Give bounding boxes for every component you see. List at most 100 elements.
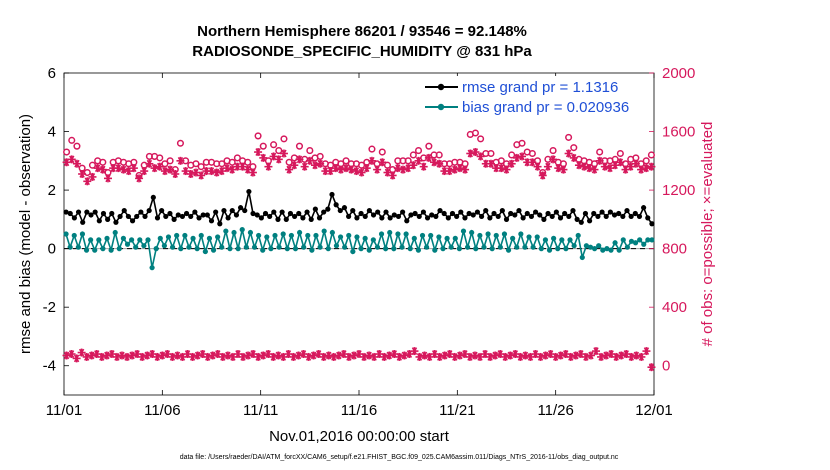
obs-evaluated-marker — [580, 162, 589, 171]
obs-evaluated-marker — [507, 159, 516, 168]
obs-evaluated-marker — [419, 162, 428, 171]
bias-point — [510, 235, 516, 241]
obs-possible-marker — [487, 149, 495, 158]
obs-evaluated-marker — [388, 171, 397, 180]
bias-point — [403, 231, 409, 237]
rmse-point — [125, 213, 132, 220]
obs-low-marker — [82, 352, 91, 361]
bias-point — [641, 241, 647, 247]
obs-low-marker — [158, 351, 167, 360]
obs-low-marker — [259, 351, 268, 360]
obs-evaluated-marker — [233, 162, 242, 171]
bias-point — [415, 247, 422, 253]
obs-evaluated-marker — [279, 149, 288, 158]
rmse-point — [75, 209, 82, 215]
rmse-point — [649, 221, 655, 227]
bias-point — [501, 231, 508, 237]
obs-evaluated-marker — [311, 161, 320, 170]
rmse-point — [350, 207, 356, 214]
obs-low-marker — [551, 352, 560, 361]
rmse-point — [483, 207, 489, 214]
bias-point — [215, 234, 221, 240]
rmse-point — [412, 210, 418, 217]
rmse-point — [250, 210, 256, 217]
rmse-point — [528, 213, 535, 220]
obs-possible-marker — [306, 147, 314, 155]
bias-point — [395, 231, 401, 237]
bias-point — [628, 238, 635, 244]
obs-possible-marker — [259, 142, 267, 150]
obs-possible-marker — [647, 151, 655, 159]
rmse-point — [258, 215, 264, 221]
obs-possible-marker — [275, 147, 283, 155]
obs-evaluated-marker — [373, 165, 382, 174]
y-left-tick-label: -2 — [43, 299, 56, 316]
bias-point — [251, 244, 258, 250]
bias-point — [579, 254, 585, 261]
rmse-point — [208, 218, 215, 224]
obs-evaluated-marker — [424, 153, 433, 162]
obs-low-marker — [541, 351, 550, 360]
obs-possible-marker — [156, 154, 164, 162]
obs-evaluated-marker — [564, 149, 573, 158]
rmse-point — [362, 213, 368, 220]
obs-evaluated-marker — [254, 148, 263, 157]
rmse-point — [188, 213, 194, 220]
obs-low-marker — [349, 351, 358, 360]
obs-low-marker — [420, 351, 429, 360]
rmse-point — [516, 207, 522, 214]
bias-point — [309, 247, 315, 253]
obs-low-marker — [309, 351, 318, 360]
bias-point — [141, 243, 147, 249]
obs-possible-marker — [218, 160, 226, 168]
obs-evaluated-marker — [631, 159, 640, 168]
obs-evaluated-marker — [300, 162, 309, 171]
bias-point — [493, 232, 499, 239]
obs-low-marker — [602, 351, 611, 360]
obs-possible-marker — [435, 151, 443, 159]
bias-point — [587, 244, 594, 250]
rmse-point — [383, 209, 389, 215]
obs-evaluated-marker — [357, 168, 366, 177]
obs-evaluated-marker — [160, 167, 169, 176]
obs-possible-marker — [368, 145, 376, 153]
rmse-point — [117, 213, 123, 220]
obs-low-marker — [612, 352, 621, 361]
obs-low-marker — [62, 351, 71, 360]
rmse-point — [267, 213, 273, 220]
bias-point — [362, 235, 368, 241]
bias-point — [165, 234, 172, 240]
obs-evaluated-marker — [171, 169, 180, 178]
rmse-point — [213, 209, 219, 215]
bias-point — [313, 232, 319, 239]
rmse-point — [545, 210, 551, 217]
obs-evaluated-marker — [450, 165, 459, 174]
obs-low-marker — [566, 352, 575, 361]
x-axis-label: Nov.01,2016 00:00:00 start — [269, 428, 450, 445]
bias-point — [538, 246, 544, 252]
bias-point — [88, 237, 94, 243]
obs-low-marker — [435, 352, 444, 361]
obs-evaluated-marker — [430, 158, 439, 167]
rmse-point — [192, 209, 198, 215]
legend-bias-label: bias grand pr = 0.020936 — [462, 99, 629, 116]
rmse-point — [454, 213, 460, 220]
obs-possible-marker — [228, 158, 236, 166]
obs-low-marker — [360, 352, 369, 361]
obs-low-marker — [117, 351, 126, 360]
obs-low-marker — [385, 351, 394, 360]
rmse-point — [96, 218, 102, 224]
obs-evaluated-marker — [455, 164, 464, 173]
bias-point — [186, 244, 192, 250]
obs-low-marker — [506, 351, 515, 360]
bias-point — [391, 246, 397, 252]
obs-possible-marker — [570, 144, 578, 152]
rmse-point — [603, 213, 609, 220]
rmse-point — [196, 215, 202, 221]
obs-evaluated-marker — [461, 165, 470, 174]
obs-possible-marker — [565, 133, 573, 141]
obs-evaluated-marker — [145, 159, 154, 168]
bias-point — [83, 247, 90, 253]
bias-point — [596, 243, 602, 249]
obs-low-marker — [77, 348, 86, 357]
